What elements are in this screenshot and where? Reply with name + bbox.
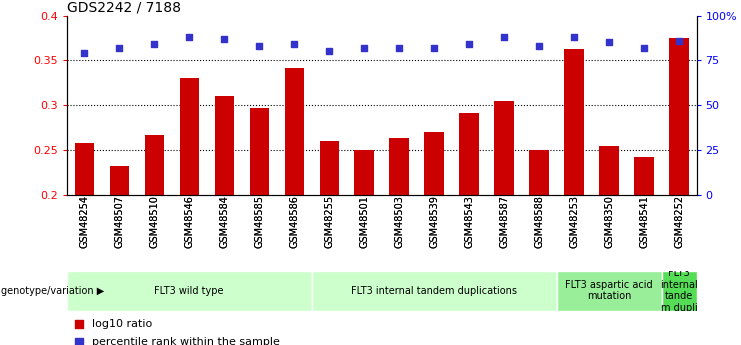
Bar — [494, 101, 514, 345]
Text: GSM48546: GSM48546 — [185, 195, 194, 248]
Point — [113, 45, 125, 51]
Text: FLT3
internal
tande
m dupli: FLT3 internal tande m dupli — [660, 268, 698, 313]
Text: GSM48543: GSM48543 — [464, 195, 474, 248]
Point — [534, 43, 545, 49]
Point — [603, 40, 615, 45]
Point — [463, 41, 475, 47]
Point — [148, 41, 160, 47]
Text: GSM48350: GSM48350 — [604, 195, 614, 248]
Text: GSM48586: GSM48586 — [289, 195, 299, 248]
Bar — [67, 271, 312, 310]
Bar — [565, 49, 584, 345]
Point — [673, 38, 685, 43]
Text: GSM48584: GSM48584 — [219, 195, 229, 248]
Bar — [285, 68, 304, 345]
Point — [79, 50, 90, 56]
Text: GSM48252: GSM48252 — [674, 195, 684, 248]
Text: GSM48507: GSM48507 — [114, 195, 124, 248]
Bar — [110, 166, 129, 345]
Text: GSM48254: GSM48254 — [79, 195, 89, 248]
Text: FLT3 internal tandem duplications: FLT3 internal tandem duplications — [351, 286, 517, 296]
Text: GSM48587: GSM48587 — [499, 195, 509, 248]
Bar — [634, 157, 654, 345]
Text: GSM48507: GSM48507 — [114, 195, 124, 248]
Text: GSM48503: GSM48503 — [394, 195, 404, 248]
Bar — [75, 143, 94, 345]
Text: log10 ratio: log10 ratio — [92, 319, 152, 329]
Text: GSM48253: GSM48253 — [569, 195, 579, 248]
Text: GSM48584: GSM48584 — [219, 195, 229, 248]
Bar — [459, 113, 479, 345]
Text: GSM48546: GSM48546 — [185, 195, 194, 248]
Point — [323, 49, 335, 54]
Point — [491, 137, 502, 142]
Text: GSM48585: GSM48585 — [254, 195, 264, 248]
Text: GSM48588: GSM48588 — [534, 195, 544, 248]
Bar — [144, 135, 164, 345]
Text: FLT3 aspartic acid
mutation: FLT3 aspartic acid mutation — [565, 280, 653, 302]
Bar — [215, 96, 233, 345]
Bar — [662, 271, 697, 310]
Text: GSM48586: GSM48586 — [289, 195, 299, 248]
Point — [393, 45, 405, 51]
Text: GSM48587: GSM48587 — [499, 195, 509, 248]
Text: genotype/variation ▶: genotype/variation ▶ — [1, 286, 104, 296]
Text: GSM48539: GSM48539 — [429, 195, 439, 248]
Text: GSM48539: GSM48539 — [429, 195, 439, 248]
Point — [498, 34, 510, 40]
Point — [253, 43, 265, 49]
Text: GSM48503: GSM48503 — [394, 195, 404, 248]
Text: percentile rank within the sample: percentile rank within the sample — [92, 337, 280, 345]
Text: GSM48501: GSM48501 — [359, 195, 369, 248]
Text: GSM48501: GSM48501 — [359, 195, 369, 248]
Bar — [354, 150, 373, 345]
Text: GSM48255: GSM48255 — [324, 195, 334, 248]
Bar — [179, 78, 199, 345]
Text: GSM48510: GSM48510 — [149, 195, 159, 248]
Bar — [312, 271, 556, 310]
Text: GSM48350: GSM48350 — [604, 195, 614, 248]
Text: GSM48255: GSM48255 — [324, 195, 334, 248]
Bar — [556, 271, 662, 310]
Bar — [599, 146, 619, 345]
Point — [491, 294, 502, 299]
Text: GSM48253: GSM48253 — [569, 195, 579, 248]
Bar — [669, 38, 688, 345]
Bar — [250, 108, 269, 345]
Text: GSM48252: GSM48252 — [674, 195, 684, 248]
Point — [219, 36, 230, 42]
Text: GSM48588: GSM48588 — [534, 195, 544, 248]
Text: GSM48585: GSM48585 — [254, 195, 264, 248]
Text: GSM48541: GSM48541 — [639, 195, 649, 248]
Bar — [319, 141, 339, 345]
Text: GSM48543: GSM48543 — [464, 195, 474, 248]
Point — [638, 45, 650, 51]
Text: GSM48510: GSM48510 — [149, 195, 159, 248]
Text: GSM48254: GSM48254 — [79, 195, 89, 248]
Text: GDS2242 / 7188: GDS2242 / 7188 — [67, 0, 181, 14]
Point — [568, 34, 580, 40]
Bar — [425, 132, 444, 345]
Point — [183, 34, 195, 40]
Bar — [390, 138, 409, 345]
Point — [358, 45, 370, 51]
Bar — [530, 150, 548, 345]
Text: FLT3 wild type: FLT3 wild type — [154, 286, 224, 296]
Point — [288, 41, 300, 47]
Text: GSM48541: GSM48541 — [639, 195, 649, 248]
Point — [428, 45, 440, 51]
